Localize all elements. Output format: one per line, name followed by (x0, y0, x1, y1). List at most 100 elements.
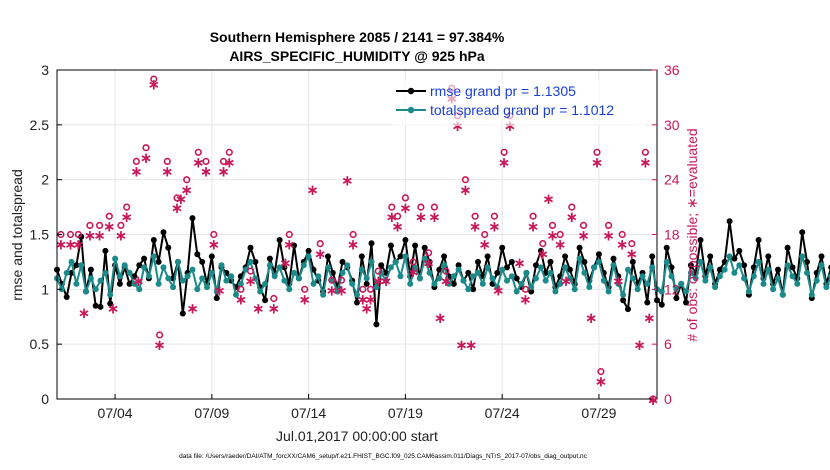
obs-possible-marker (210, 230, 218, 239)
totalspread-point (189, 266, 196, 273)
obs-evaluated-marker: ∗ (130, 163, 143, 181)
rmse-point (208, 253, 215, 260)
rmse-point (716, 266, 723, 273)
obs-possible-marker (597, 368, 605, 376)
obs-possible-marker (86, 221, 94, 229)
rmse-point (276, 237, 283, 243)
rmse-point (78, 233, 85, 240)
totalspread-point (620, 291, 627, 298)
obs-possible-marker (401, 194, 410, 202)
totalspread-point (281, 277, 288, 284)
obs-evaluated-marker: ∗ (120, 208, 133, 226)
totalspread-point (625, 266, 631, 273)
obs-evaluated-marker: ∗ (585, 309, 598, 327)
obs-possible-marker (430, 203, 439, 211)
obs-evaluated-marker: ∗ (103, 217, 116, 235)
rmse-point (412, 242, 419, 249)
rmse-point (378, 262, 385, 269)
obs-evaluated-marker: ∗ (314, 245, 327, 263)
rmse-point (528, 288, 535, 295)
obs-evaluated-marker: ∗ (115, 227, 128, 245)
totalspread-point (213, 288, 220, 295)
rmse-point (199, 258, 206, 265)
totalspread-point (354, 291, 360, 298)
totalspread-point (566, 275, 573, 282)
totalspread-point (68, 258, 75, 265)
y-right-tick-label: 18 (664, 227, 680, 243)
totalspread-point (436, 275, 443, 282)
data-file-footnote: data file: /Users/raeder/DAI/ATM_forcXX/… (179, 453, 588, 460)
y-axis-right-label: # of obs: o=possible; ∗=evaluated (684, 128, 700, 341)
obs-evaluated-marker: ∗ (407, 263, 420, 281)
totalspread-point (349, 280, 356, 287)
obs-possible-marker (219, 157, 228, 165)
obs-evaluated-marker: ∗ (93, 227, 106, 245)
totalspread-point (465, 286, 472, 293)
obs-possible-marker (568, 203, 576, 211)
rmse-point (441, 253, 448, 260)
obs-possible-marker (66, 230, 75, 239)
obs-possible-marker (442, 267, 450, 275)
obs-evaluated-marker: ∗ (213, 281, 226, 299)
totalspread-point (533, 275, 539, 282)
totalspread-point (508, 273, 515, 280)
rmse-point (63, 294, 70, 300)
totalspread-point (179, 277, 186, 284)
totalspread-point (412, 264, 419, 271)
totalspread-point (799, 253, 806, 260)
totalspread-point (315, 273, 322, 280)
totalspread-point (257, 288, 264, 295)
rmse-point (305, 247, 312, 254)
rmse-point (566, 266, 573, 273)
rmse-point (116, 280, 123, 287)
obs-evaluated-marker: ∗ (132, 272, 145, 290)
totalspread-point (562, 264, 569, 271)
totalspread-point (726, 253, 733, 260)
rmse-point (547, 258, 554, 265)
totalspread-point (605, 288, 612, 295)
obs-evaluated-marker: ∗ (153, 336, 166, 354)
rmse-point (155, 258, 162, 265)
totalspread-point (542, 277, 549, 284)
y-right-tick-label: 36 (664, 62, 680, 78)
totalspread-point (184, 273, 191, 280)
totalspread-point (291, 269, 298, 276)
rmse-point (107, 300, 114, 307)
rmse-point (625, 306, 631, 313)
totalspread-point (663, 258, 670, 265)
totalspread-point (615, 280, 622, 287)
totalspread-point (804, 269, 810, 276)
legend-box (392, 80, 646, 126)
rmse-point (436, 266, 443, 273)
obs-possible-marker (202, 157, 210, 165)
totalspread-point (397, 273, 404, 280)
rmse-point (150, 237, 157, 243)
rmse-point (620, 297, 627, 304)
obs-possible-marker (237, 285, 245, 293)
obs-evaluated-marker: ∗ (223, 153, 236, 171)
obs-evaluated-marker: ∗ (298, 291, 311, 309)
totalspread-point (712, 284, 719, 291)
rmse-point (92, 302, 99, 309)
legend-rmse-label: rmse grand pr = 1.1305 (430, 83, 576, 99)
totalspread-point (823, 284, 830, 291)
obs-evaluated-marker: ∗ (591, 153, 604, 171)
obs-possible-marker (105, 212, 113, 220)
totalspread-point (97, 277, 104, 284)
totalspread-point (818, 262, 825, 269)
totalspread-point (455, 266, 462, 273)
rmse-point (513, 275, 520, 282)
obs-evaluated-marker: ∗ (643, 309, 656, 327)
totalspread-point (286, 286, 293, 293)
obs-possible-marker (316, 240, 324, 248)
rmse-point (262, 297, 269, 304)
totalspread-point (305, 253, 312, 260)
totalspread-point (537, 264, 544, 271)
totalspread-point (271, 273, 278, 280)
obs-possible-marker (225, 148, 233, 156)
totalspread-point (557, 280, 564, 287)
legend: rmse grand pr = 1.1305 totalspread grand… (392, 80, 646, 126)
rmse-point (421, 244, 428, 251)
x-tick-label: 07/09 (194, 405, 229, 421)
